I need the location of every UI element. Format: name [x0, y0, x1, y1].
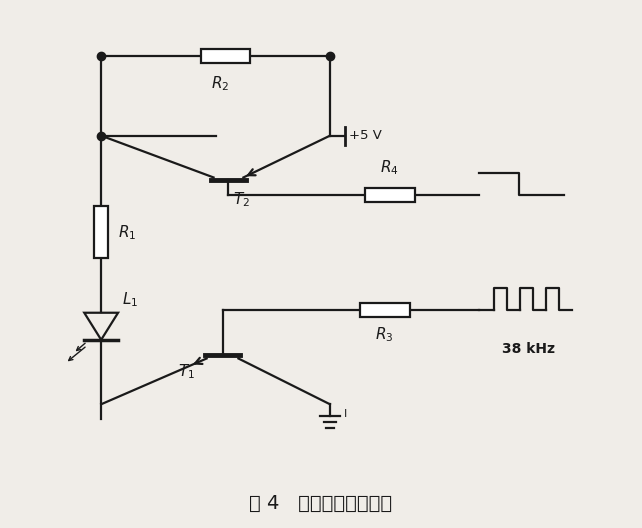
Bar: [360, 303, 410, 317]
Text: +5 V: +5 V: [349, 129, 382, 142]
Text: $T_2$: $T_2$: [234, 191, 250, 209]
Bar: [365, 188, 415, 202]
Text: 图 4   动态光强控制电路: 图 4 动态光强控制电路: [250, 494, 392, 513]
Text: $T_1$: $T_1$: [178, 363, 195, 381]
Text: $R_3$: $R_3$: [376, 326, 394, 344]
Text: $L_1$: $L_1$: [122, 290, 138, 309]
Text: 38 kHz: 38 kHz: [503, 342, 555, 355]
Text: $R_2$: $R_2$: [211, 74, 230, 93]
Text: $R_1$: $R_1$: [118, 223, 136, 241]
Text: I: I: [344, 409, 347, 419]
Text: $R_4$: $R_4$: [380, 159, 399, 177]
Bar: [201, 49, 250, 63]
Bar: [94, 206, 108, 258]
